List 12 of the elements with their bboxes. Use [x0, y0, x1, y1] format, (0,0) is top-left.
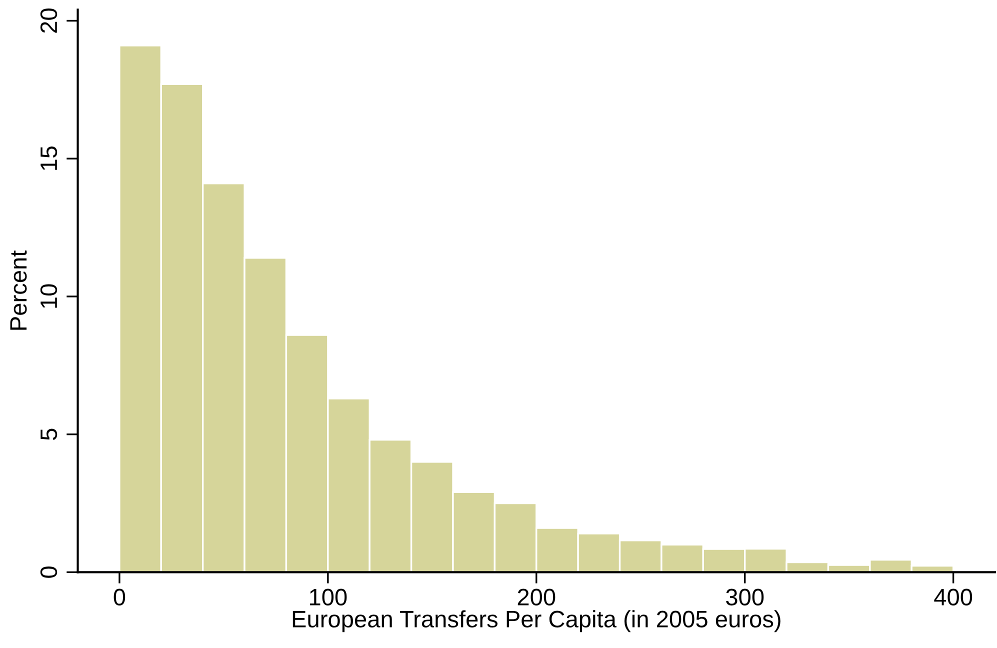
y-axis-title: Percent	[10, 250, 27, 330]
y-tick-label: 10	[40, 284, 58, 308]
y-tick-label: 20	[40, 8, 58, 33]
y-tick-label: 5	[40, 428, 58, 440]
x-tick-label: 400	[934, 588, 972, 606]
x-axis-title: European Transfers Per Capita (in 2005 euros)	[292, 610, 780, 632]
x-tick-label: 0	[114, 588, 126, 606]
y-tick-label: 15	[40, 146, 58, 170]
x-tick-label: 200	[518, 588, 556, 606]
y-tick-label: 0	[40, 566, 58, 578]
x-tick-label: 100	[310, 588, 347, 606]
x-tick-label: 300	[726, 588, 764, 606]
